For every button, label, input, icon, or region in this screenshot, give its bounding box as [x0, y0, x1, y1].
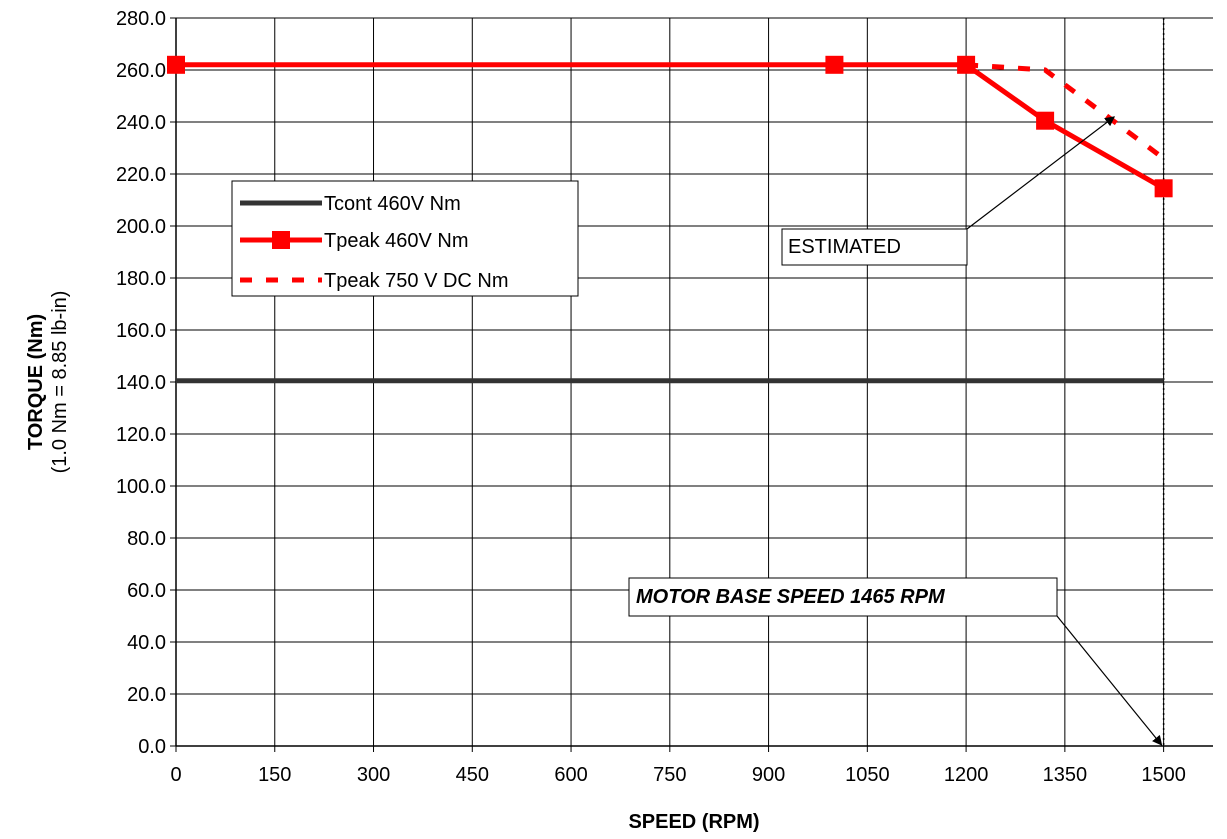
base-speed-callout-label: MOTOR BASE SPEED 1465 RPM	[636, 586, 946, 608]
y-tick-label: 280.0	[116, 8, 166, 30]
legend-label-2: Tpeak 750 V DC Nm	[324, 270, 509, 292]
y-tick-label: 100.0	[116, 476, 166, 498]
x-tick-label: 750	[653, 764, 686, 786]
x-tick-label: 450	[456, 764, 489, 786]
y-tick-label: 0.0	[138, 736, 166, 758]
series-marker-1	[1154, 179, 1173, 198]
x-tick-label: 150	[258, 764, 291, 786]
y-axis-subtitle: (1.0 Nm = 8.85 lb-in)	[49, 291, 71, 474]
legend-marker-1	[272, 231, 290, 249]
estimated-arrow	[966, 116, 1116, 230]
annotations: ESTIMATED MOTOR BASE SPEED 1465 RPM	[628, 116, 1163, 746]
series-line-2	[965, 62, 1166, 161]
x-tick-label: 0	[170, 764, 181, 786]
y-tick-label: 80.0	[127, 528, 166, 550]
base-speed-callout-box	[628, 577, 1058, 617]
series-marker-1	[167, 55, 185, 74]
y-axis-title: TORQUE (Nm)	[25, 314, 47, 450]
x-tick-label: 1500	[1141, 764, 1186, 786]
x-tick-label: 300	[357, 764, 390, 786]
x-axis-title: SPEED (RPM)	[628, 811, 759, 833]
y-tick-label: 220.0	[116, 164, 166, 186]
series-marker-1	[825, 55, 844, 74]
y-tick-label: 140.0	[116, 372, 166, 394]
y-tick-label: 180.0	[116, 268, 166, 290]
series-marker-1	[957, 55, 976, 74]
estimated-callout-box	[781, 228, 968, 266]
y-tick-label: 260.0	[116, 60, 166, 82]
x-tick-label: 1350	[1043, 764, 1088, 786]
axes: 0.0 20.0 40.0 60.0 80.0 100.0 120.0 140.0 160.0 1…	[116, 8, 1213, 786]
x-tick-label: 1200	[944, 764, 989, 786]
y-tick-label: 60.0	[127, 580, 166, 602]
x-tick-label: 900	[752, 764, 785, 786]
y-tick-label: 120.0	[116, 424, 166, 446]
estimated-callout-label: ESTIMATED	[788, 236, 901, 258]
series-marker-1	[1036, 111, 1055, 130]
base-speed-arrow	[1056, 615, 1163, 746]
x-tick-label: 1050	[845, 764, 890, 786]
data-series	[167, 18, 1173, 746]
y-tick-label: 200.0	[116, 216, 166, 238]
y-tick-label: 20.0	[127, 684, 166, 706]
x-tick-label: 600	[554, 764, 587, 786]
axis-titles: SPEED (RPM) TORQUE (Nm) (1.0 Nm = 8.85 l…	[25, 291, 760, 833]
legend-label-1: Tpeak 460V Nm	[324, 230, 469, 252]
legend: Tcont 460V Nm Tpeak 460V Nm Tpeak 750 V DC…	[231, 180, 579, 297]
legend-label-0: Tcont 460V Nm	[324, 193, 461, 215]
y-tick-label: 40.0	[127, 632, 166, 654]
y-tick-label: 160.0	[116, 320, 166, 342]
y-tick-label: 240.0	[116, 112, 166, 134]
